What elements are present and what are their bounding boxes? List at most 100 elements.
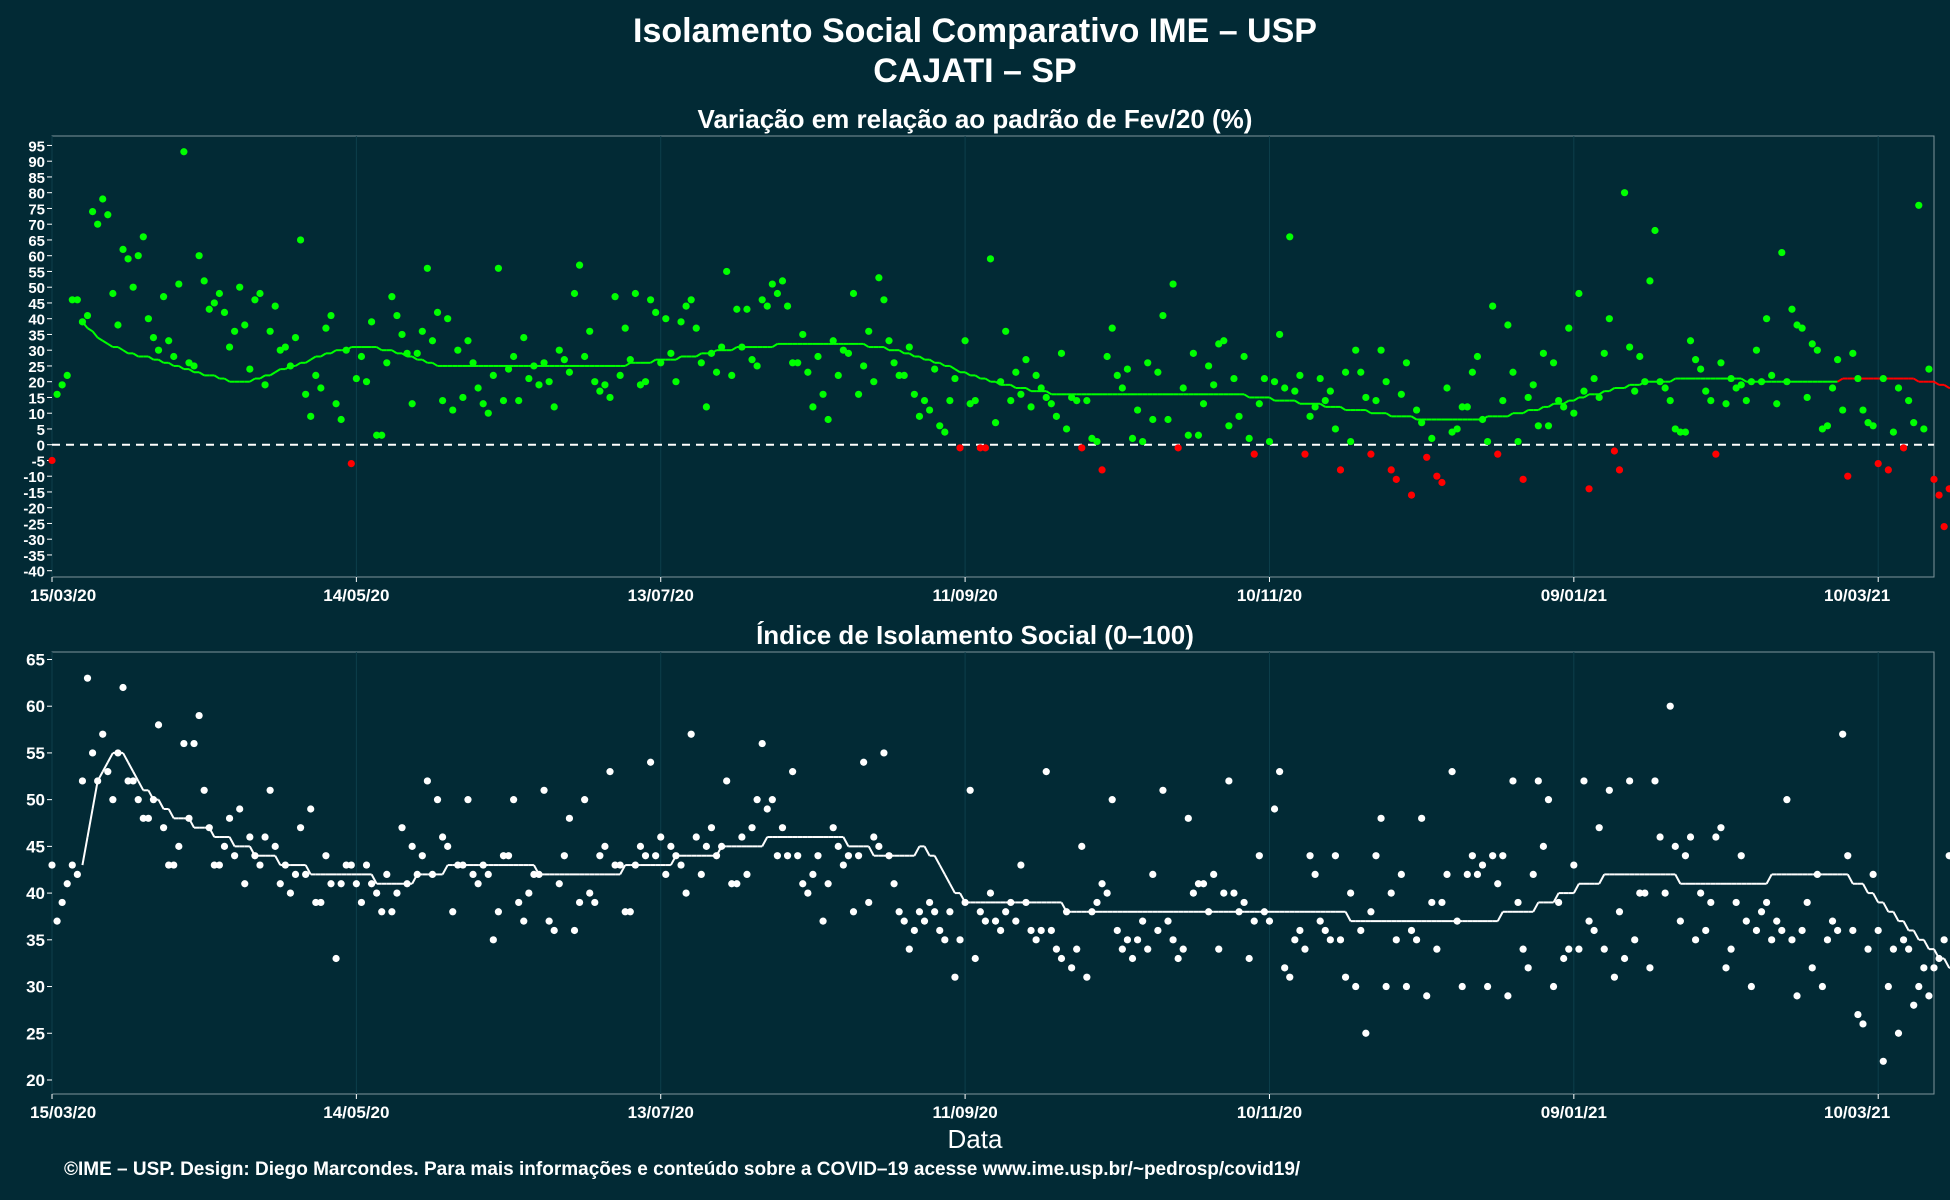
data-point — [53, 917, 61, 925]
data-point — [1007, 898, 1015, 907]
data-point — [890, 359, 898, 367]
data-point — [1154, 926, 1162, 935]
data-point — [581, 352, 589, 361]
x-axis-label: Data — [947, 1124, 1003, 1154]
data-point — [1849, 926, 1857, 935]
data-point — [449, 908, 457, 916]
data-point — [1281, 964, 1289, 972]
data-point — [641, 378, 650, 386]
data-point — [1859, 1020, 1867, 1028]
data-point — [489, 936, 497, 944]
moving-average-segment — [1572, 883, 1580, 894]
data-point — [1590, 926, 1598, 935]
data-point — [1463, 403, 1471, 411]
data-point — [149, 334, 158, 342]
data-point — [525, 889, 533, 897]
data-point — [702, 842, 710, 850]
data-point — [454, 346, 462, 354]
data-point — [1874, 460, 1882, 468]
data-point — [1118, 384, 1126, 392]
panel1-y-tick-label: 0 — [37, 438, 45, 455]
data-point — [99, 730, 107, 738]
data-point — [1889, 428, 1898, 436]
panel1-x-tick-label: 13/07/20 — [628, 586, 694, 605]
data-point — [1128, 954, 1137, 963]
data-point — [794, 359, 802, 367]
moving-average-segment — [213, 374, 220, 380]
data-point — [1149, 870, 1157, 879]
data-point — [1813, 346, 1821, 354]
data-point — [1636, 352, 1644, 361]
data-point — [971, 397, 979, 405]
data-point — [499, 397, 508, 405]
data-point — [657, 833, 665, 841]
data-point — [682, 889, 690, 897]
data-point — [322, 324, 330, 332]
moving-average-segment — [1563, 399, 1570, 405]
panel1-y-tick-label: -25 — [23, 516, 45, 533]
data-point — [819, 917, 827, 925]
data-point — [1828, 384, 1837, 392]
data-point — [418, 327, 426, 335]
panel2-y-tick-label: 50 — [26, 791, 45, 810]
data-point — [1296, 371, 1304, 379]
panel1-y-tick-label: 90 — [28, 154, 45, 171]
data-point — [920, 917, 929, 925]
data-point — [799, 880, 807, 888]
data-point — [180, 739, 188, 748]
data-point — [1788, 936, 1796, 944]
data-point — [646, 296, 655, 304]
data-point — [1676, 917, 1684, 925]
panel1-x-tick-label: 11/09/20 — [932, 586, 997, 605]
data-point — [296, 236, 305, 244]
data-point — [870, 833, 878, 841]
data-point — [246, 833, 254, 841]
data-point — [302, 870, 310, 879]
moving-average-segment — [974, 374, 981, 380]
panel2-y-tick-label: 65 — [26, 650, 45, 669]
data-point — [1022, 898, 1030, 907]
data-point — [1661, 889, 1669, 897]
data-point — [540, 786, 548, 794]
data-point — [1854, 1010, 1862, 1019]
panel2-x-tick-label: 11/09/20 — [932, 1103, 997, 1122]
panel2-y-tick-label: 20 — [26, 1071, 45, 1090]
data-point — [1438, 478, 1446, 487]
data-point — [190, 362, 198, 370]
data-point — [195, 711, 203, 720]
data-point — [1565, 945, 1573, 953]
moving-average-segment — [984, 377, 991, 383]
data-point — [1438, 898, 1446, 907]
data-point — [971, 954, 979, 963]
data-point — [357, 898, 366, 907]
data-point — [1920, 425, 1928, 433]
data-point — [1626, 777, 1634, 785]
data-point — [834, 842, 842, 850]
data-point — [1453, 425, 1461, 433]
data-point — [728, 371, 736, 379]
moving-average-segment — [1537, 406, 1544, 411]
data-point — [388, 908, 396, 916]
data-point — [1610, 973, 1619, 981]
panel2-x-tick-label: 15/03/20 — [30, 1103, 96, 1122]
data-point — [307, 412, 315, 420]
data-point — [114, 749, 122, 757]
data-point — [464, 796, 472, 804]
moving-average-segment — [1365, 409, 1372, 415]
data-point — [388, 293, 396, 301]
data-point — [900, 917, 908, 925]
data-point — [1585, 917, 1593, 925]
data-point — [1301, 450, 1309, 458]
data-point — [1149, 415, 1157, 424]
panel1-y-tick-label: 35 — [28, 327, 45, 344]
data-point — [352, 880, 360, 888]
data-point — [236, 283, 244, 291]
data-point — [1945, 485, 1950, 493]
data-point — [672, 378, 680, 386]
data-point — [591, 898, 599, 907]
data-point — [712, 368, 721, 376]
data-point — [88, 749, 97, 757]
data-point — [1707, 397, 1715, 405]
data-point — [768, 796, 776, 804]
data-point — [504, 852, 513, 860]
